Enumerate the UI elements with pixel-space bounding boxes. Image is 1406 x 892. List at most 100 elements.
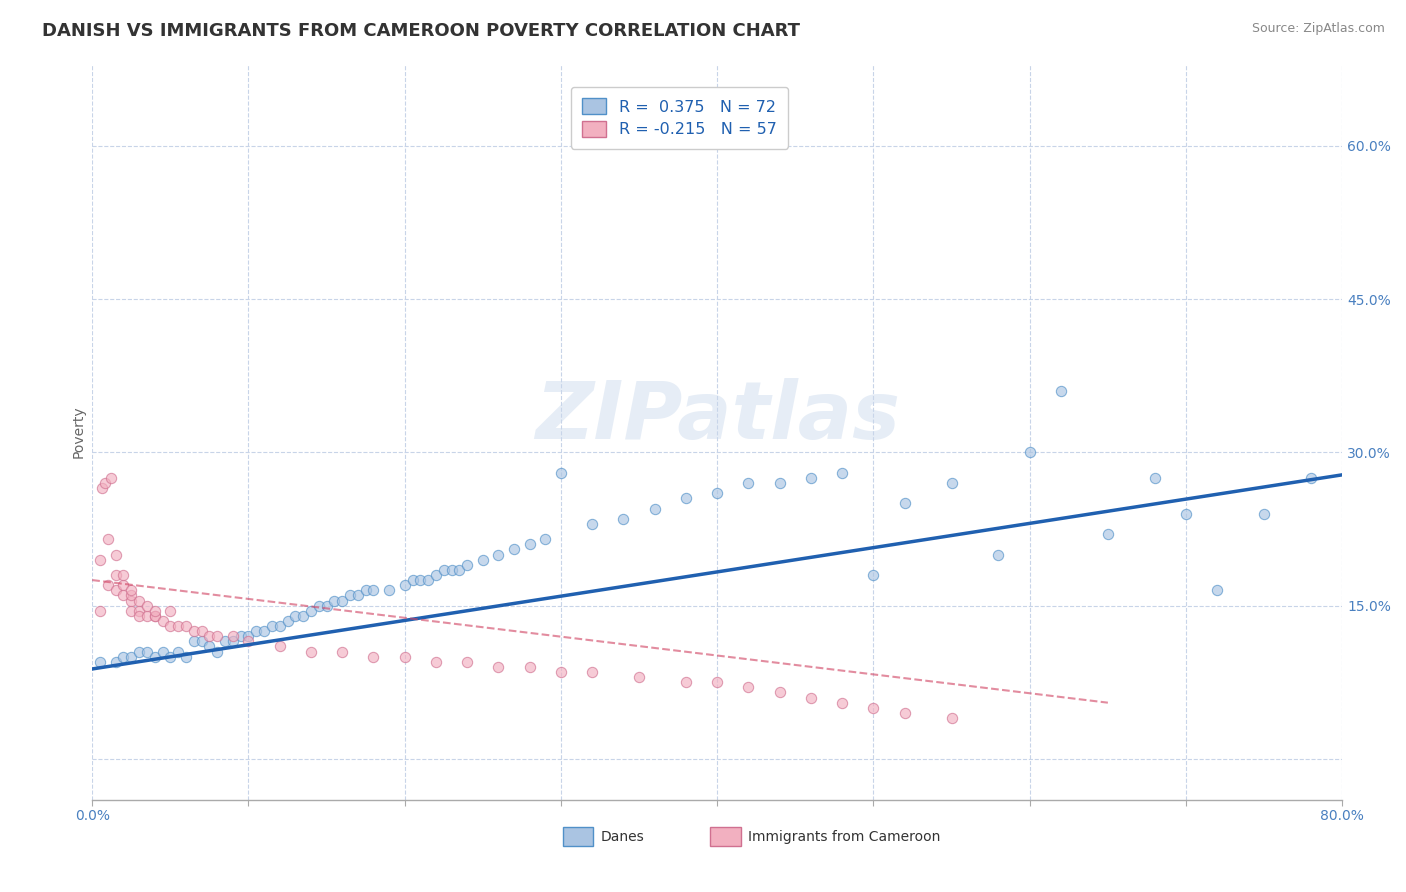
Point <box>253 624 276 639</box>
Point <box>229 629 252 643</box>
Point <box>183 624 205 639</box>
Point <box>112 649 135 664</box>
Point <box>135 599 157 613</box>
Point <box>675 675 697 690</box>
Point <box>378 583 401 598</box>
Point <box>831 696 853 710</box>
Point <box>205 644 228 658</box>
Point <box>628 670 651 684</box>
Point <box>769 685 792 699</box>
Point <box>159 604 181 618</box>
Point <box>214 634 236 648</box>
Point <box>128 604 150 618</box>
Point <box>550 665 572 679</box>
Point <box>425 568 447 582</box>
Point <box>1175 507 1198 521</box>
Point <box>89 655 111 669</box>
Point <box>174 649 197 664</box>
Point <box>183 634 205 648</box>
Point <box>174 619 197 633</box>
Point <box>323 593 346 607</box>
Point <box>120 649 142 664</box>
Point <box>167 644 190 658</box>
Point <box>330 593 353 607</box>
Point <box>644 501 666 516</box>
Point <box>1299 471 1322 485</box>
Point <box>339 588 361 602</box>
Point <box>440 563 463 577</box>
Point <box>456 655 478 669</box>
Point <box>97 532 120 546</box>
Point <box>190 634 212 648</box>
Point <box>260 619 283 633</box>
Point <box>581 665 603 679</box>
Point <box>831 466 853 480</box>
Point <box>550 466 572 480</box>
Y-axis label: Poverty: Poverty <box>72 406 86 458</box>
Point <box>104 568 127 582</box>
Point <box>425 655 447 669</box>
Point <box>159 649 181 664</box>
Point <box>159 619 181 633</box>
Point <box>1206 583 1229 598</box>
Point <box>152 614 174 628</box>
Point <box>737 475 759 490</box>
Point <box>276 614 298 628</box>
Point <box>135 608 157 623</box>
Point <box>120 593 142 607</box>
Point <box>112 588 135 602</box>
Point <box>354 583 377 598</box>
Point <box>449 563 471 577</box>
Point <box>143 608 166 623</box>
Point <box>941 711 963 725</box>
Point <box>120 588 142 602</box>
Point <box>284 608 307 623</box>
Point <box>112 568 135 582</box>
Point <box>893 706 915 720</box>
Point <box>112 578 135 592</box>
Point <box>363 583 385 598</box>
Point <box>299 644 322 658</box>
Point <box>987 548 1010 562</box>
Point <box>706 486 728 500</box>
Point <box>706 675 728 690</box>
Point <box>941 475 963 490</box>
Point <box>299 604 322 618</box>
Point <box>152 644 174 658</box>
Point <box>89 552 111 566</box>
Point <box>222 629 245 643</box>
Point <box>128 593 150 607</box>
Point <box>238 629 260 643</box>
Point <box>330 644 353 658</box>
Point <box>93 475 115 490</box>
Point <box>1050 384 1073 398</box>
Text: Source: ZipAtlas.com: Source: ZipAtlas.com <box>1251 22 1385 36</box>
Point <box>1018 445 1040 459</box>
Point <box>862 568 884 582</box>
Point <box>269 640 291 654</box>
Point <box>1097 527 1119 541</box>
Point <box>612 512 634 526</box>
Point <box>1253 507 1275 521</box>
Point <box>308 599 330 613</box>
Point <box>534 532 557 546</box>
Point <box>519 660 541 674</box>
Point <box>222 634 245 648</box>
Point <box>205 629 228 643</box>
Point <box>135 644 157 658</box>
Point <box>143 604 166 618</box>
Point <box>143 608 166 623</box>
Point <box>1143 471 1166 485</box>
Point <box>128 608 150 623</box>
Point <box>893 496 915 510</box>
Point <box>167 619 190 633</box>
Point <box>769 475 792 490</box>
Point <box>456 558 478 572</box>
Point <box>292 608 315 623</box>
Point <box>394 649 416 664</box>
Text: Danes: Danes <box>600 830 644 845</box>
Point <box>128 644 150 658</box>
Point <box>104 583 127 598</box>
Point <box>503 542 526 557</box>
Text: DANISH VS IMMIGRANTS FROM CAMEROON POVERTY CORRELATION CHART: DANISH VS IMMIGRANTS FROM CAMEROON POVER… <box>42 22 800 40</box>
